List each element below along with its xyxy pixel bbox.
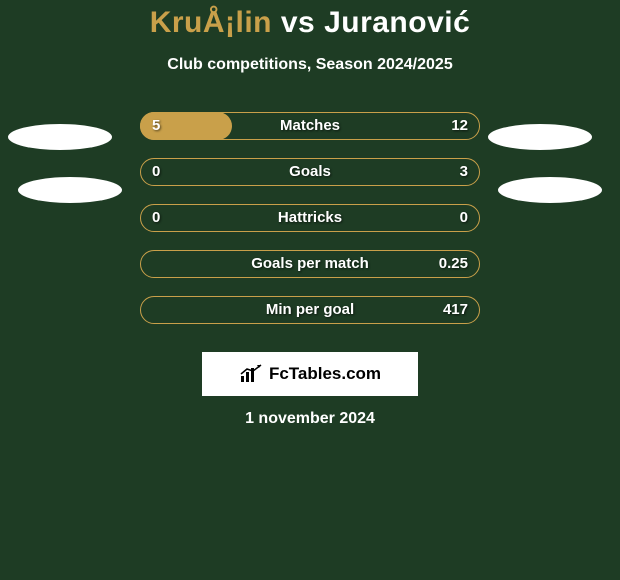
chart-icon: [239, 364, 263, 384]
oval-right-2: [498, 177, 602, 203]
oval-left-1: [8, 124, 112, 150]
subtitle: Club competitions, Season 2024/2025: [0, 56, 620, 74]
player1-name: KruÅ¡lin: [150, 6, 272, 39]
oval-right-1: [488, 124, 592, 150]
stat-left-value-matches: 5: [152, 112, 160, 140]
stat-label-goals: Goals: [289, 158, 331, 186]
stat-left-value-goals: 0: [152, 158, 160, 186]
stat-row-goals-per-match: Goals per match 0.25: [0, 250, 620, 278]
logo-text: FcTables.com: [269, 364, 381, 384]
fctables-logo: FcTables.com: [202, 352, 418, 396]
stat-left-value-hattricks: 0: [152, 204, 160, 232]
player2-name: Juranović: [324, 6, 470, 39]
oval-left-2: [18, 177, 122, 203]
stat-label-min-per-goal: Min per goal: [266, 296, 354, 324]
stat-right-value-goals-per-match: 0.25: [439, 250, 468, 278]
comparison-title: KruÅ¡lin vs Juranović: [0, 0, 620, 40]
date-label: 1 november 2024: [245, 410, 375, 428]
vs-text: vs: [272, 6, 324, 39]
stat-row-hattricks: Hattricks 0 0: [0, 204, 620, 232]
stat-label-matches: Matches: [280, 112, 340, 140]
stat-right-value-matches: 12: [451, 112, 468, 140]
stat-right-value-goals: 3: [460, 158, 468, 186]
stat-label-hattricks: Hattricks: [278, 204, 342, 232]
date-text: 1 november 2024: [245, 410, 375, 427]
stat-right-value-min-per-goal: 417: [443, 296, 468, 324]
stat-label-goals-per-match: Goals per match: [251, 250, 369, 278]
stat-right-value-hattricks: 0: [460, 204, 468, 232]
stat-row-min-per-goal: Min per goal 417: [0, 296, 620, 324]
subtitle-text: Club competitions, Season 2024/2025: [167, 56, 452, 73]
